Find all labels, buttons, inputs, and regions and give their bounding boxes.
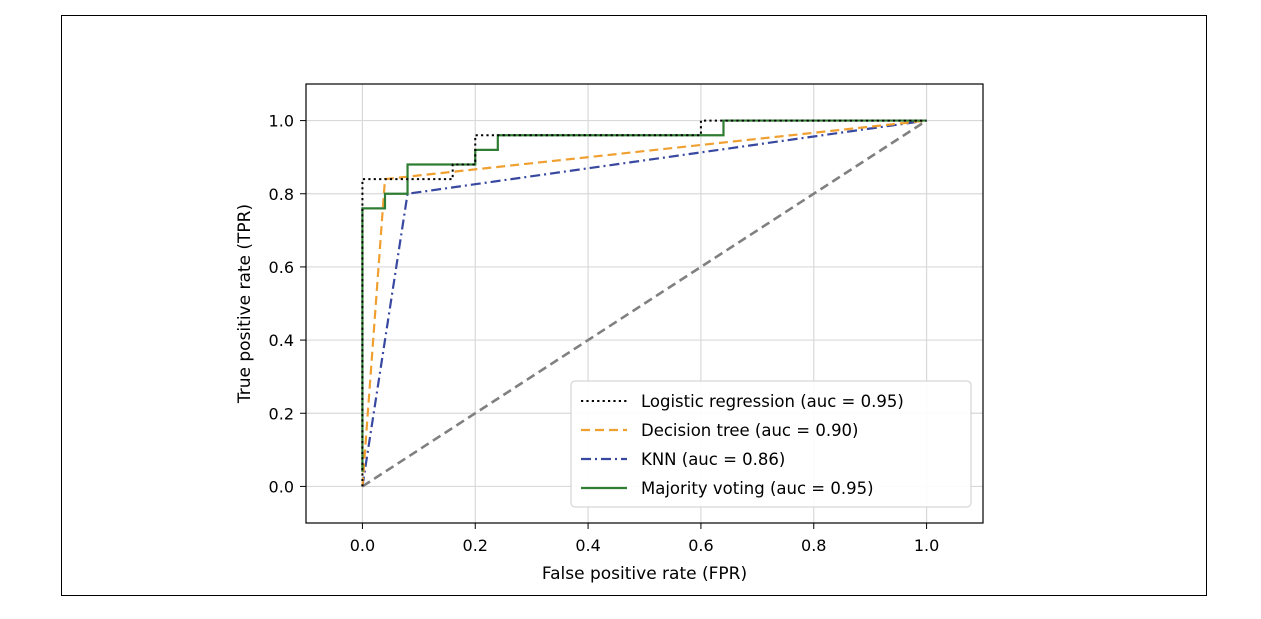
legend-label: Majority voting (auc = 0.95) xyxy=(641,479,874,498)
series-line-2 xyxy=(361,119,927,487)
series-layer xyxy=(361,119,928,488)
x-tick-label: 0.8 xyxy=(801,536,826,555)
x-tick-label: 0.6 xyxy=(688,536,713,555)
y-tick-label: 0.8 xyxy=(269,185,294,204)
y-tick-label: 1.0 xyxy=(269,112,294,131)
x-tick-label: 0.4 xyxy=(575,536,600,555)
x-axis-label: False positive rate (FPR) xyxy=(542,564,747,584)
x-tick-label: 0.0 xyxy=(350,536,375,555)
y-tick-label: 0.2 xyxy=(269,404,294,423)
legend-label: Logistic regression (auc = 0.95) xyxy=(641,392,904,411)
y-tick-label: 0.0 xyxy=(269,477,294,496)
x-tick-label: 1.0 xyxy=(914,536,939,555)
reference-diagonal-line xyxy=(361,119,928,488)
x-tick-label: 0.2 xyxy=(463,536,488,555)
legend: Logistic regression (auc = 0.95) Decision… xyxy=(570,380,972,508)
plot-area-border xyxy=(305,83,984,524)
legend-box xyxy=(570,380,972,508)
y-axis-label: True positive rate (TPR) xyxy=(235,204,255,404)
series-line-3 xyxy=(361,119,927,472)
roc-chart: 0.0 0.2 0.4 0.6 0.8 1.0 0.0 0.2 0.4 0.6 0.8 1.0 Fal… xyxy=(235,83,984,584)
figure-frame: 0.0 0.2 0.4 0.6 0.8 1.0 0.0 0.2 0.4 0.6 0.8 1.0 Fal… xyxy=(61,15,1207,596)
series-line-0 xyxy=(361,119,927,487)
ticks: 0.0 0.2 0.4 0.6 0.8 1.0 0.0 0.2 0.4 0.6 0.8 1.0 xyxy=(269,112,940,555)
y-tick-label: 0.4 xyxy=(269,331,294,350)
y-tick-label: 0.6 xyxy=(269,258,294,277)
legend-label: KNN (auc = 0.86) xyxy=(641,450,785,469)
legend-label: Decision tree (auc = 0.90) xyxy=(641,421,859,440)
